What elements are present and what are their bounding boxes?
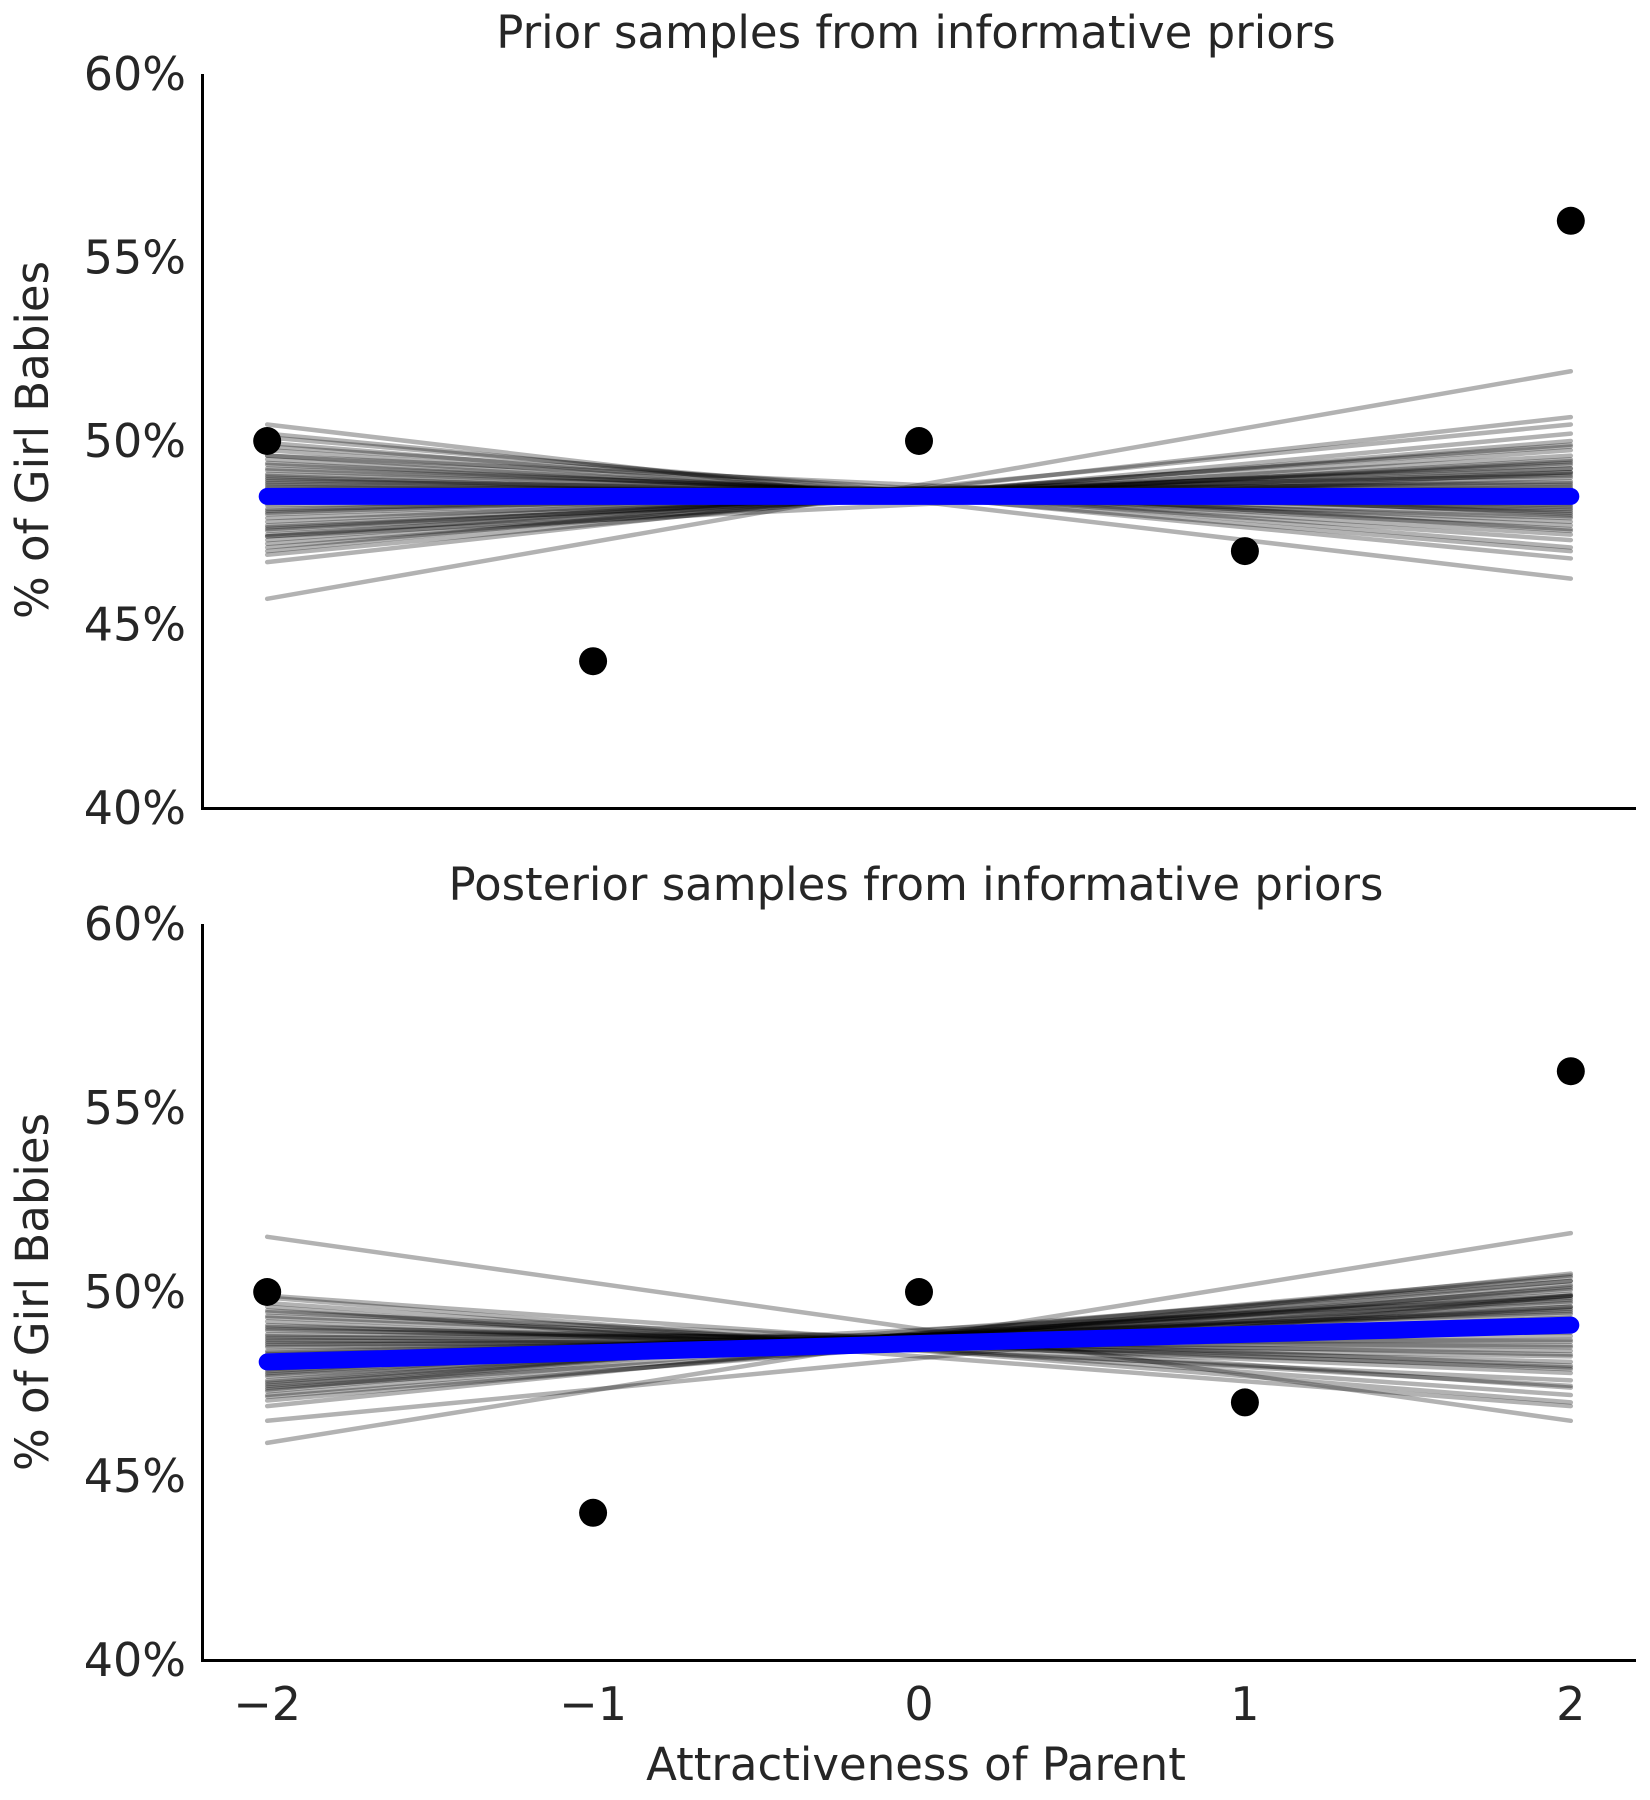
posterior-samples-panel: Posterior samples from informative prior… <box>6 858 1636 1791</box>
y-tick-label: 60% <box>84 897 186 951</box>
x-tick-label: −1 <box>559 1677 627 1731</box>
sample-line <box>264 1293 1574 1424</box>
mean-line <box>258 1316 1580 1371</box>
data-point <box>905 427 933 455</box>
x-tick-labels: −2 −1 0 1 2 <box>233 1677 1585 1731</box>
y-tick-label: 55% <box>84 1081 186 1135</box>
data-point <box>579 647 608 676</box>
data-point <box>253 427 282 455</box>
data-point <box>1230 537 1259 566</box>
x-tick-label: 2 <box>1556 1677 1585 1731</box>
plot-area <box>253 1057 1585 1527</box>
x-tick-label: 1 <box>1230 1677 1259 1731</box>
chart-title: Posterior samples from informative prior… <box>449 858 1384 911</box>
y-tick-label: 50% <box>84 414 186 468</box>
y-tick-label: 60% <box>84 47 186 101</box>
x-axis-label: Attractiveness of Parent <box>646 1738 1186 1791</box>
plot-area <box>253 206 1585 676</box>
y-tick-label: 40% <box>84 781 186 835</box>
sample-line <box>264 369 1574 602</box>
y-tick-labels: 40% 45% 50% 55% 60% <box>84 47 186 835</box>
data-point <box>579 1498 608 1527</box>
y-axis-label: % of Girl Babies <box>6 261 59 619</box>
y-axis-label: % of Girl Babies <box>6 1113 59 1471</box>
data-point <box>1230 1388 1259 1417</box>
sample-line <box>264 422 1574 554</box>
y-tick-label: 45% <box>84 1449 186 1503</box>
x-tick-label: −2 <box>233 1677 301 1731</box>
x-tick-label: 0 <box>904 1677 933 1731</box>
data-point <box>1556 206 1585 235</box>
y-tick-label: 45% <box>84 598 186 652</box>
sample-line <box>264 1304 1574 1409</box>
y-tick-label: 50% <box>84 1265 186 1319</box>
data-point <box>1556 1057 1585 1086</box>
data-point <box>253 1278 282 1306</box>
data-point <box>905 1278 933 1306</box>
sample-line <box>264 1234 1574 1424</box>
y-tick-label: 55% <box>84 231 186 285</box>
sample-line <box>264 1273 1574 1394</box>
chart-title: Prior samples from informative priors <box>496 6 1335 59</box>
sample-line <box>264 1275 1574 1392</box>
y-tick-labels: 40% 45% 50% 55% 60% <box>84 897 186 1687</box>
prior-samples-panel: Prior samples from informative priors % … <box>6 6 1636 835</box>
y-tick-label: 40% <box>84 1633 186 1687</box>
